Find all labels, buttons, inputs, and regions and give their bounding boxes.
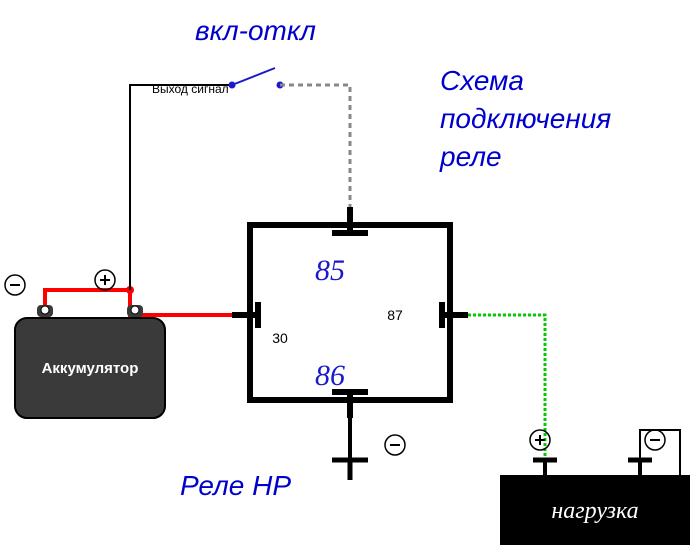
title-line-3: реле xyxy=(439,141,502,172)
pin-label-86: 86 xyxy=(315,359,345,392)
load-label: нагрузка xyxy=(551,498,638,524)
switch-label: вкл-откл xyxy=(195,15,316,46)
switch-node-left xyxy=(229,82,236,89)
relay-wiring-diagram: Аккумулятор 85 86 30 87 Реле НР нагрузка вкл-от… xyxy=(0,0,700,555)
pin-label-30: 30 xyxy=(272,330,288,346)
pin-label-87: 87 xyxy=(387,307,403,323)
signal-out-label: Выход сигнал xyxy=(152,82,229,96)
title-line-2: подключения xyxy=(440,103,611,134)
pin-label-85: 85 xyxy=(315,254,345,287)
relay-label: Реле НР xyxy=(180,470,291,501)
battery-label: Аккумулятор xyxy=(42,360,139,377)
title-line-1: Схема xyxy=(440,65,524,96)
